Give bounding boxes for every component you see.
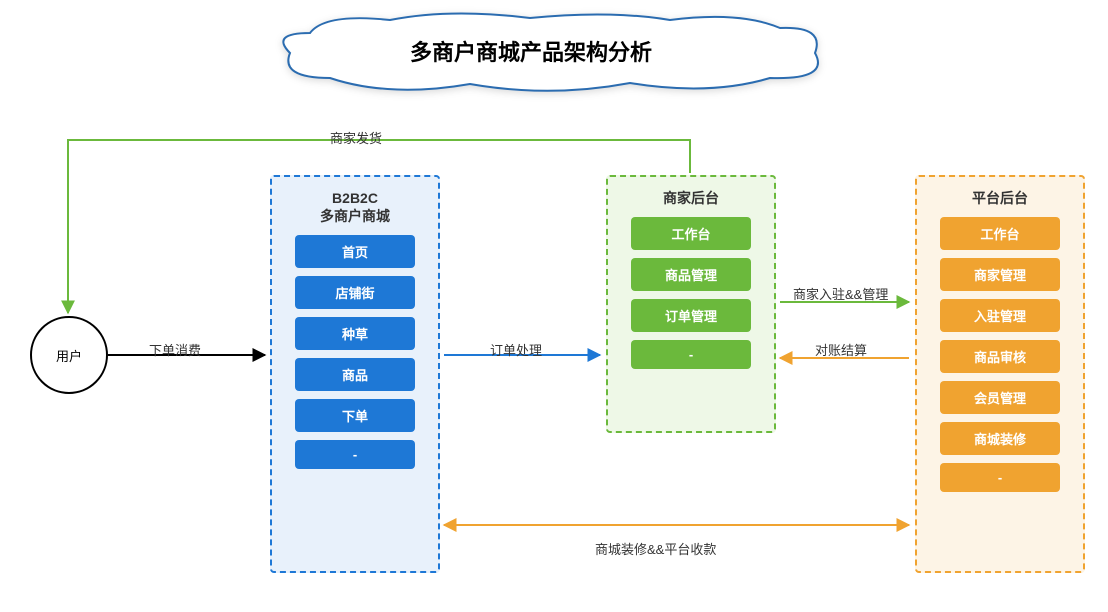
- item-platform-6: -: [940, 463, 1060, 492]
- edge-label-merchant-ship: 商家发货: [330, 128, 382, 147]
- item-mall-2: 种草: [295, 317, 415, 350]
- item-platform-2: 入驻管理: [940, 299, 1060, 332]
- item-mall-0: 首页: [295, 235, 415, 268]
- diagram-title: 多商户商城产品架构分析: [410, 35, 652, 67]
- item-merchant-0: 工作台: [631, 217, 751, 250]
- item-merchant-3: -: [631, 340, 751, 369]
- item-mall-3: 商品: [295, 358, 415, 391]
- group-merchant: 商家后台工作台商品管理订单管理 -: [606, 175, 776, 433]
- group-title-mall: B2B2C多商户商城: [320, 189, 390, 225]
- item-mall-4: 下单: [295, 399, 415, 432]
- item-mall-1: 店铺街: [295, 276, 415, 309]
- user-node: 用户: [30, 316, 108, 394]
- item-platform-5: 商城装修: [940, 422, 1060, 455]
- item-merchant-1: 商品管理: [631, 258, 751, 291]
- edge-label-mall-to-merchant: 订单处理: [490, 340, 542, 359]
- item-platform-1: 商家管理: [940, 258, 1060, 291]
- item-platform-0: 工作台: [940, 217, 1060, 250]
- edge-label-user-to-mall: 下单消费: [149, 340, 201, 359]
- group-platform: 平台后台工作台商家管理入驻管理商品审核会员管理商城装修 -: [915, 175, 1085, 573]
- edge-label-platform-to-mall-decor: 商城装修&&平台收款: [595, 539, 716, 558]
- item-mall-5: -: [295, 440, 415, 469]
- item-platform-3: 商品审核: [940, 340, 1060, 373]
- item-merchant-2: 订单管理: [631, 299, 751, 332]
- group-title-merchant: 商家后台: [663, 189, 719, 207]
- edge-label-merchant-to-platform-entry: 商家入驻&&管理: [793, 284, 888, 303]
- item-platform-4: 会员管理: [940, 381, 1060, 414]
- group-mall: B2B2C多商户商城首页店铺街种草商品下单 -: [270, 175, 440, 573]
- edge-label-platform-to-merchant-settle: 对账结算: [815, 340, 867, 359]
- group-title-platform: 平台后台: [972, 189, 1028, 207]
